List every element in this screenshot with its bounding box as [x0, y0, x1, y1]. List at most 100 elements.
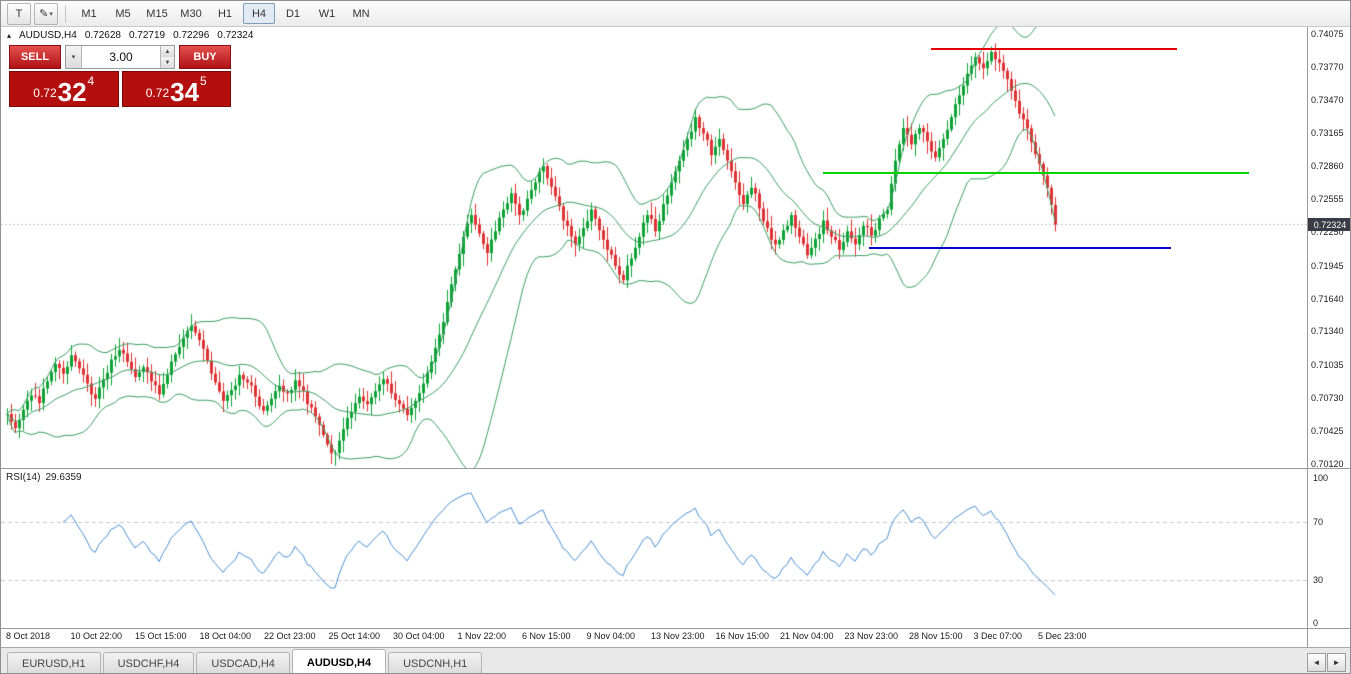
- timeframe-button-m30[interactable]: M30: [180, 7, 202, 20]
- ohlc-high: 0.72719: [128, 30, 166, 41]
- rsi-axis-label: 0: [1313, 618, 1319, 628]
- support-line-green[interactable]: [823, 171, 1249, 174]
- timeframe-button-mn[interactable]: MN: [352, 7, 370, 20]
- symbol-marker-icon: ▴: [7, 31, 12, 40]
- time-axis-label: 10 Oct 22:00: [70, 631, 123, 641]
- toolbar-separator: [65, 4, 66, 23]
- rsi-axis-label: 30: [1313, 574, 1324, 585]
- price-axis-label: 0.72860: [1311, 161, 1344, 172]
- volume-field[interactable]: ▾ 3.00 ▲ ▼: [65, 45, 175, 69]
- toolbar: T ✎ ▾ M1 M5 M15 M30 H1 H4 D1 W1 MN: [1, 1, 1350, 27]
- sell-price-prefix: 0.72: [33, 86, 57, 100]
- price-axis-label: 0.71035: [1311, 359, 1344, 370]
- chart-tab-audusd-h4[interactable]: AUDUSD,H4: [291, 649, 387, 673]
- timeframe-button-m1[interactable]: M1: [81, 7, 97, 20]
- time-axis-label: 28 Nov 15:00: [909, 631, 963, 641]
- sell-price-pipette: 4: [87, 74, 95, 88]
- price-axis-label: 0.70120: [1311, 459, 1344, 469]
- time-axis-label: 6 Nov 15:00: [522, 631, 571, 641]
- buy-price-pipette: 5: [200, 74, 207, 88]
- rsi-label: RSI(14) 29.6359: [6, 472, 82, 483]
- volume-dropdown-icon[interactable]: ▾: [66, 46, 82, 68]
- price-axis-label: 0.70425: [1311, 425, 1344, 436]
- rsi-name: RSI(14): [6, 472, 41, 483]
- trade-panel-prices: 0.72 32 4 0.72 34 5: [9, 71, 231, 107]
- resistance-line-red[interactable]: [931, 47, 1177, 50]
- time-axis-label: 30 Oct 04:00: [393, 631, 445, 641]
- time-axis-label: 3 Dec 07:00: [973, 631, 1023, 641]
- time-axis-label: 9 Nov 04:00: [586, 631, 636, 641]
- chevron-down-icon: ▾: [49, 10, 53, 18]
- current-price-badge: 0.72324: [1308, 218, 1350, 232]
- tab-scroll-right-button[interactable]: ►: [1327, 653, 1346, 672]
- buy-price-big: 34: [170, 76, 200, 107]
- sell-price-display[interactable]: 0.72 32 4: [9, 71, 119, 107]
- timeframe-group: M1 M5 M15 M30 H1 H4 D1 W1 MN: [73, 3, 377, 24]
- price-axis-label: 0.71340: [1311, 326, 1344, 337]
- time-axis-label: 15 Oct 15:00: [135, 631, 187, 641]
- tab-scroll-left-button[interactable]: ◄: [1307, 653, 1326, 672]
- buy-price-display[interactable]: 0.72 34 5: [121, 71, 231, 107]
- ohlc-open: 0.72628: [84, 30, 121, 41]
- time-axis-label: 13 Nov 23:00: [651, 631, 705, 641]
- chart-tab-eurusd-h1[interactable]: EURUSD,H1: [7, 652, 101, 673]
- chart-tab-usdcnh-h1[interactable]: USDCNH,H1: [388, 652, 483, 673]
- price-axis-label: 0.73165: [1311, 127, 1344, 138]
- price-axis-label: 0.74075: [1311, 29, 1344, 39]
- chart-tab-usdchf-h4[interactable]: USDCHF,H4: [102, 652, 195, 673]
- time-axis-label: 23 Nov 23:00: [844, 631, 899, 641]
- one-click-trade-panel: SELL ▾ 3.00 ▲ ▼ BUY 0.72 32 4: [9, 45, 231, 107]
- time-axis-label: 18 Oct 04:00: [199, 631, 252, 641]
- timeframe-button-w1[interactable]: W1: [318, 7, 336, 20]
- time-axis-label: 25 Oct 14:00: [328, 631, 381, 641]
- price-axis-divider: [1307, 27, 1308, 647]
- ohlc-readout: ▴ AUDUSD,H4 0.72628 0.72719 0.72296 0.72…: [7, 30, 253, 41]
- panel-separator-bottom: [1, 628, 1350, 629]
- draw-tool-icon[interactable]: ✎ ▾: [34, 2, 58, 25]
- rsi-axis-label: 100: [1313, 473, 1329, 483]
- time-axis-label: 1 Nov 22:00: [457, 631, 507, 641]
- volume-stepper: ▲ ▼: [160, 46, 174, 68]
- buy-button[interactable]: BUY: [179, 45, 231, 69]
- price-axis-label: 0.70730: [1311, 392, 1344, 403]
- price-axis-label: 0.73470: [1311, 94, 1344, 105]
- price-axis-label: 0.71945: [1311, 260, 1344, 271]
- panel-separator-top[interactable]: [1, 468, 1350, 469]
- trade-panel-controls: SELL ▾ 3.00 ▲ ▼ BUY: [9, 45, 231, 69]
- price-axis-label: 0.73770: [1311, 62, 1344, 73]
- sell-price-big: 32: [57, 76, 87, 107]
- price-axis-label: 0.71640: [1311, 293, 1344, 304]
- time-axis-label: 16 Nov 15:00: [715, 631, 770, 641]
- chart-tabs: EURUSD,H1 USDCHF,H4 USDCAD,H4 AUDUSD,H4 USDC…: [5, 648, 483, 673]
- pointer-tool-icon[interactable]: T: [7, 2, 31, 25]
- timeframe-button-m15[interactable]: M15: [146, 7, 168, 20]
- symbol-label: AUDUSD,H4: [19, 30, 77, 41]
- time-axis-label: 21 Nov 04:00: [780, 631, 834, 641]
- time-axis-label: 22 Oct 23:00: [264, 631, 316, 641]
- price-axis-label: 0.72250: [1311, 227, 1344, 238]
- price-axis-label: 0.72555: [1311, 194, 1344, 205]
- support-line-blue[interactable]: [869, 246, 1171, 249]
- volume-down-icon[interactable]: ▼: [161, 57, 174, 68]
- chart-tab-usdcad-h4[interactable]: USDCAD,H4: [196, 652, 290, 673]
- time-axis-label: 5 Dec 23:00: [1038, 631, 1087, 641]
- timeframe-button-h4[interactable]: H4: [243, 3, 275, 24]
- ohlc-close: 0.72324: [217, 30, 254, 41]
- rsi-indicator-canvas[interactable]: [1, 469, 1307, 628]
- draw-tool-glyph: ✎: [39, 8, 49, 20]
- volume-up-icon[interactable]: ▲: [161, 46, 174, 57]
- timeframe-button-d1[interactable]: D1: [285, 7, 301, 20]
- buy-price-prefix: 0.72: [145, 86, 170, 100]
- timeframe-button-h1[interactable]: H1: [217, 7, 233, 20]
- ohlc-low: 0.72296: [173, 30, 210, 41]
- sell-button[interactable]: SELL: [9, 45, 61, 69]
- rsi-current-value: 29.6359: [45, 472, 82, 483]
- pointer-tool-glyph: T: [15, 7, 23, 20]
- chart-area[interactable]: ▴ AUDUSD,H4 0.72628 0.72719 0.72296 0.72…: [1, 27, 1350, 647]
- timeframe-button-m5[interactable]: M5: [115, 7, 131, 20]
- time-axis-label: 8 Oct 2018: [6, 631, 51, 641]
- volume-value[interactable]: 3.00: [109, 50, 133, 64]
- chart-tab-bar: EURUSD,H1 USDCHF,H4 USDCAD,H4 AUDUSD,H4 USDC…: [1, 647, 1350, 673]
- rsi-axis-label: 70: [1313, 516, 1324, 527]
